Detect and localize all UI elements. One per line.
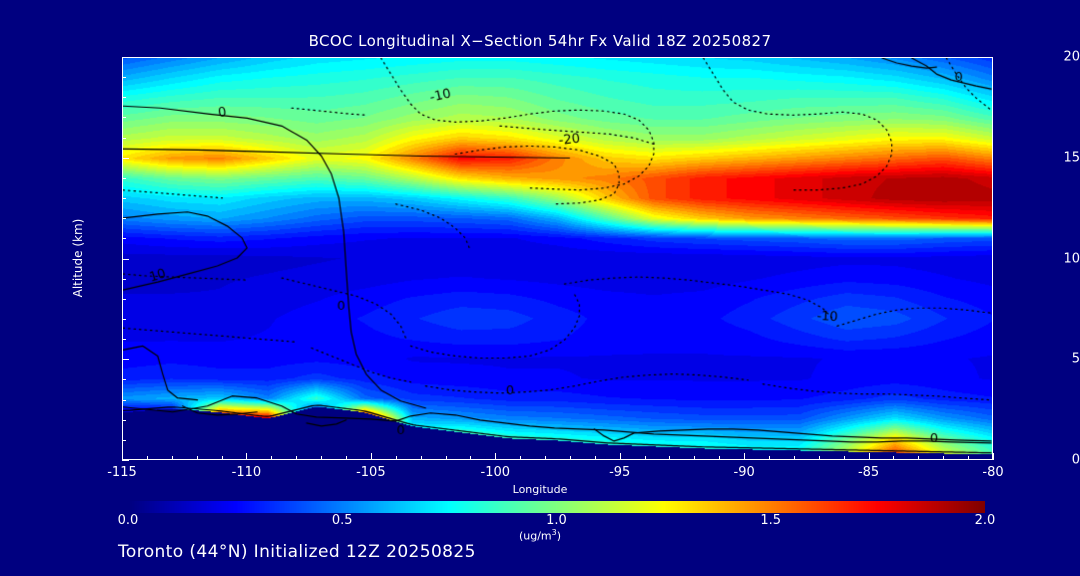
x-tick-mark bbox=[246, 453, 248, 460]
x-tick-minor bbox=[943, 456, 945, 460]
x-tick-minor bbox=[395, 456, 397, 460]
x-tick-minor bbox=[470, 456, 472, 460]
x-tick-minor bbox=[196, 456, 198, 460]
y-tick-minor bbox=[122, 238, 126, 240]
x-tick-minor bbox=[296, 456, 298, 460]
y-tick-minor bbox=[122, 439, 126, 441]
y-tick-minor bbox=[122, 218, 126, 220]
x-tick-label-neg80: -80 bbox=[982, 465, 1004, 480]
colorbar-units-text: (ug/m bbox=[518, 529, 552, 543]
x-tick-label-neg100: -100 bbox=[480, 465, 511, 480]
figure-caption: Toronto (44°N) Initialized 12Z 20250825 bbox=[118, 542, 476, 562]
y-tick-label-20: 20 bbox=[1063, 49, 1080, 65]
colorbar-tick-1: 0.5 bbox=[331, 513, 353, 528]
y-tick-minor bbox=[122, 177, 126, 179]
y-tick-minor bbox=[122, 137, 126, 139]
y-tick-label-10: 10 bbox=[1063, 251, 1080, 266]
x-tick-minor bbox=[171, 456, 173, 460]
y-tick-mark-10 bbox=[122, 258, 129, 260]
colorbar-units-tail: ) bbox=[556, 529, 562, 543]
y-tick-minor bbox=[122, 379, 126, 381]
x-tick-mark bbox=[744, 453, 746, 460]
y-tick-mark-5 bbox=[122, 359, 129, 361]
x-tick-minor bbox=[420, 456, 422, 460]
x-tick-minor bbox=[968, 456, 970, 460]
x-tick-label-neg95: -95 bbox=[609, 465, 631, 480]
x-tick-minor bbox=[345, 456, 347, 460]
y-tick-minor bbox=[122, 198, 126, 200]
x-tick-minor bbox=[818, 456, 820, 460]
x-tick-minor bbox=[769, 456, 771, 460]
x-tick-mark bbox=[868, 453, 870, 460]
x-tick-minor bbox=[221, 456, 223, 460]
x-tick-minor bbox=[843, 456, 845, 460]
x-tick-minor bbox=[445, 456, 447, 460]
colorbar-units: (ug/m3) bbox=[0, 528, 1080, 543]
x-tick-minor bbox=[146, 456, 148, 460]
x-tick-minor bbox=[594, 456, 596, 460]
x-tick-mark bbox=[495, 453, 497, 460]
y-tick-minor bbox=[122, 97, 126, 99]
x-tick-minor bbox=[644, 456, 646, 460]
x-tick-label-neg110: -110 bbox=[231, 465, 262, 480]
y-axis-label: Altitude (km) bbox=[71, 218, 85, 298]
x-tick-mark bbox=[122, 453, 123, 460]
colorbar-gradient bbox=[128, 501, 985, 513]
x-tick-minor bbox=[321, 456, 323, 460]
colorbar-units-exponent: 3 bbox=[551, 528, 557, 537]
y-tick-minor bbox=[122, 77, 126, 79]
colorbar-tick-2: 1.0 bbox=[546, 513, 567, 528]
colorbar-tick-0: 0.0 bbox=[117, 513, 139, 528]
y-tick-minor bbox=[122, 399, 126, 401]
x-tick-label-neg90: -90 bbox=[733, 465, 755, 480]
x-tick-minor bbox=[719, 456, 721, 460]
colorbar[interactable] bbox=[128, 501, 985, 513]
x-tick-mark bbox=[993, 453, 994, 460]
colorbar-tick-3: 1.5 bbox=[760, 513, 782, 528]
y-tick-minor bbox=[122, 298, 126, 300]
x-tick-mark bbox=[370, 453, 372, 460]
x-tick-minor bbox=[694, 456, 696, 460]
y-tick-minor bbox=[122, 117, 126, 119]
x-tick-label-neg105: -105 bbox=[356, 465, 386, 480]
x-tick-minor bbox=[893, 456, 895, 460]
y-tick-minor bbox=[122, 318, 126, 320]
x-tick-mark bbox=[619, 453, 621, 460]
y-tick-minor bbox=[122, 278, 126, 280]
y-tick-minor bbox=[122, 339, 126, 341]
cross-section-plot[interactable] bbox=[122, 57, 993, 460]
x-tick-minor bbox=[793, 456, 795, 460]
y-tick-label-5: 5 bbox=[1071, 351, 1080, 367]
colorbar-tick-4: 2.0 bbox=[974, 513, 996, 528]
x-tick-minor bbox=[545, 456, 547, 460]
x-tick-minor bbox=[271, 456, 273, 460]
page-title: BCOC Longitudinal X−Section 54hr Fx Vali… bbox=[308, 32, 772, 50]
y-tick-label-15: 15 bbox=[1063, 150, 1080, 166]
x-axis-label: Longitude bbox=[512, 483, 568, 496]
x-tick-minor bbox=[669, 456, 671, 460]
x-tick-label-neg115: -115 bbox=[107, 465, 137, 480]
y-tick-minor bbox=[122, 419, 126, 421]
x-tick-minor bbox=[918, 456, 920, 460]
y-tick-mark-20 bbox=[122, 57, 129, 58]
y-tick-mark-15 bbox=[122, 157, 129, 159]
x-tick-label-neg85: -85 bbox=[857, 465, 880, 480]
contour-field bbox=[123, 58, 992, 459]
x-tick-minor bbox=[569, 456, 571, 460]
x-tick-minor bbox=[520, 456, 522, 460]
y-tick-mark-0 bbox=[122, 460, 129, 461]
y-tick-label-0: 0 bbox=[1071, 452, 1080, 468]
